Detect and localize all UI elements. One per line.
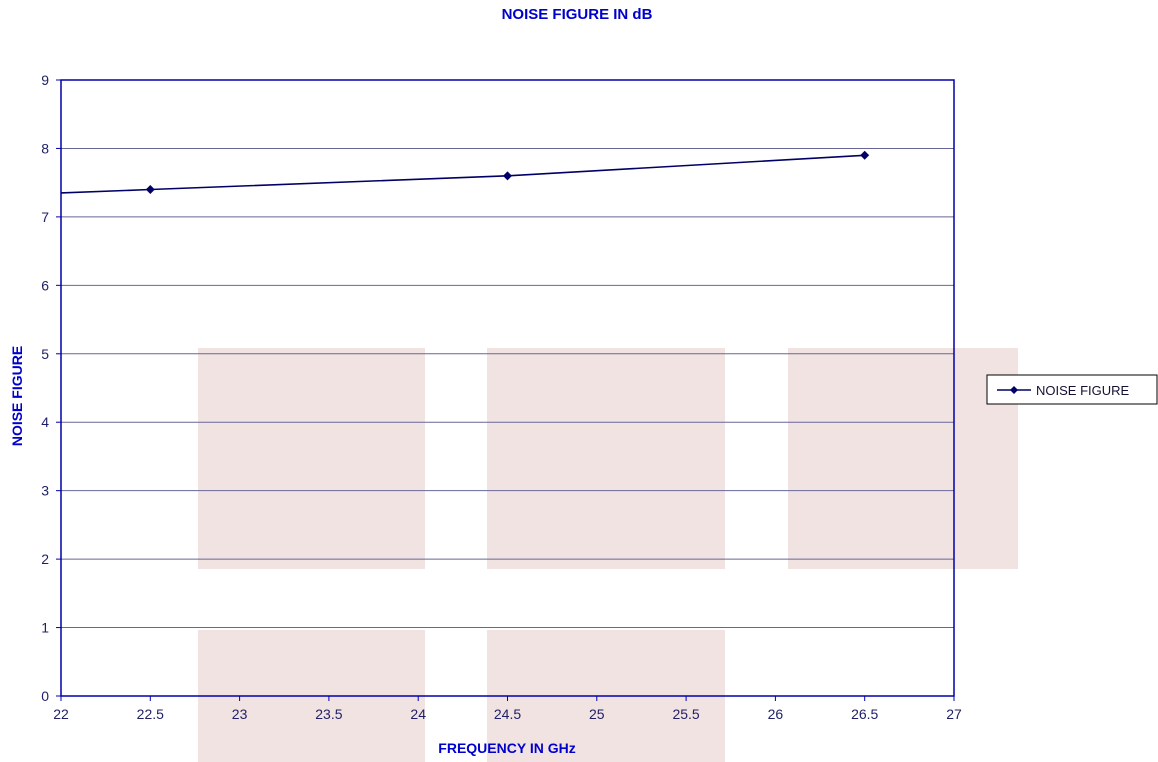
- x-tick-label-4: 24: [410, 706, 426, 722]
- data-point-0-1: [503, 171, 512, 181]
- gridlines: [61, 147, 954, 629]
- y-tick-label-6: 6: [41, 277, 49, 293]
- x-tick-label-3: 23.5: [315, 706, 342, 722]
- x-tick-label-1: 22.5: [137, 706, 164, 722]
- y-tick-label-2: 2: [41, 551, 49, 567]
- y-tick-label-8: 8: [41, 140, 49, 156]
- x-tick-label-8: 26: [768, 706, 784, 722]
- axes: [56, 79, 955, 701]
- x-tick-labels: 22 22.5 23 23.5 24 24.5 25 25.5 26 26.5 27: [53, 706, 962, 722]
- x-tick-label-10: 27: [946, 706, 962, 722]
- chart-title: NOISE FIGURE IN dB: [502, 6, 653, 23]
- series-layer: [60, 150, 870, 195]
- legend-diamond-marker: [1010, 386, 1018, 394]
- x-tick-label-2: 23: [232, 706, 248, 722]
- y-axis-label: NOISE FIGURE: [9, 346, 25, 446]
- x-tick-label-9: 26.5: [851, 706, 878, 722]
- x-tick-label-5: 24.5: [494, 706, 521, 722]
- y-tick-labels: 0 1 2 3 4 5 6 7 8 9: [41, 72, 49, 704]
- y-tick-label-9: 9: [41, 72, 49, 88]
- y-tick-label-4: 4: [41, 414, 49, 430]
- x-tick-label-0: 22: [53, 706, 69, 722]
- x-tick-label-7: 25.5: [672, 706, 699, 722]
- series-line-0: [60, 154, 865, 194]
- data-point-0-2: [860, 150, 870, 160]
- y-tick-label-0: 0: [41, 688, 49, 704]
- data-point-0-0: [145, 185, 155, 195]
- y-tick-label-7: 7: [41, 209, 49, 225]
- y-tick-label-1: 1: [41, 620, 49, 636]
- legend: NOISE FIGURE: [986, 374, 1158, 405]
- x-tick-label-6: 25: [589, 706, 605, 722]
- y-tick-label-3: 3: [41, 483, 49, 499]
- background-watermark: [198, 348, 1018, 762]
- x-axis-label: FREQUENCY IN GHz: [438, 740, 575, 756]
- plot-frame: [60, 79, 955, 697]
- y-tick-label-5: 5: [41, 346, 49, 362]
- legend-label: NOISE FIGURE: [1036, 383, 1130, 398]
